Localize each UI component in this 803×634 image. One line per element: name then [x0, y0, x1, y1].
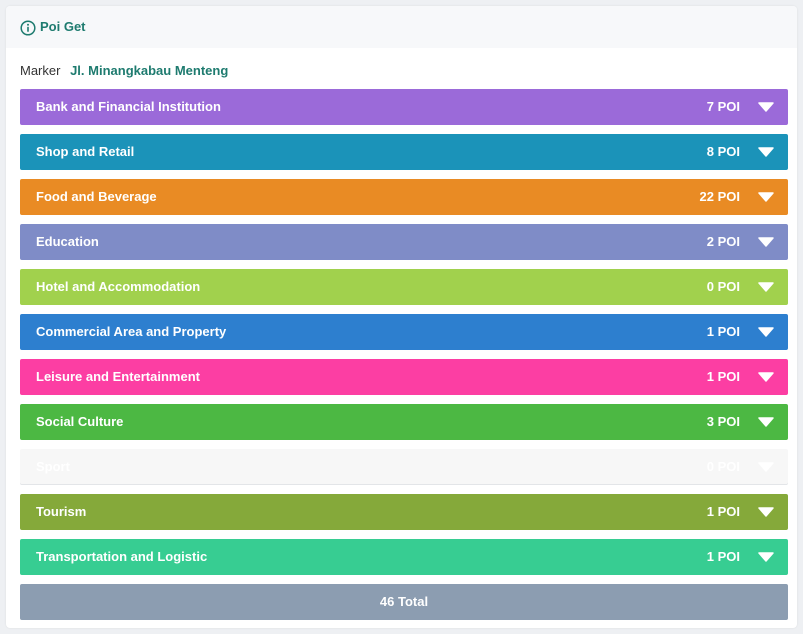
category-name: Hotel and Accommodation	[36, 279, 201, 294]
panel-title: Poi Get	[40, 19, 86, 34]
category-name: Commercial Area and Property	[36, 324, 227, 339]
category-name: Sport	[36, 459, 70, 474]
category-name: Social Culture	[36, 414, 124, 429]
category-name: Shop and Retail	[36, 144, 135, 159]
category-row[interactable]: Shop and Retail 8 POI	[20, 134, 788, 170]
chevron-down-icon[interactable]	[758, 506, 774, 518]
chevron-down-icon[interactable]	[758, 281, 774, 293]
chevron-down-icon[interactable]	[758, 191, 774, 203]
marker-label: Marker	[20, 63, 61, 78]
category-list: Bank and Financial Institution 7 POI Shop …	[20, 89, 788, 584]
category-row[interactable]: Bank and Financial Institution 7 POI	[20, 89, 788, 125]
poi-panel: Poi Get Marker Jl. Minangkabau Menteng B…	[6, 6, 797, 628]
category-count: 7 POI	[706, 99, 740, 114]
category-name: Transportation and Logistic	[36, 549, 208, 564]
category-name: Leisure and Entertainment	[36, 369, 200, 384]
category-count: 1 POI	[706, 324, 740, 339]
category-count: 22 POI	[699, 189, 740, 204]
chevron-down-icon[interactable]	[758, 326, 774, 338]
panel-header: Poi Get	[6, 6, 797, 48]
category-row[interactable]: Transportation and Logistic 1 POI	[20, 539, 788, 575]
category-row[interactable]: Sport 0 POI	[20, 449, 788, 485]
category-row[interactable]: Tourism 1 POI	[20, 494, 788, 530]
info-circle-icon	[20, 20, 36, 36]
category-row[interactable]: Education 2 POI	[20, 224, 788, 260]
category-name: Tourism	[36, 504, 87, 519]
category-name: Bank and Financial Institution	[36, 99, 221, 114]
category-name: Food and Beverage	[36, 189, 157, 204]
chevron-down-icon[interactable]	[758, 416, 774, 428]
total-label: 46 Total	[379, 594, 429, 609]
category-count: 1 POI	[706, 549, 740, 564]
marker-info: Marker Jl. Minangkabau Menteng	[20, 63, 228, 79]
category-count: 3 POI	[706, 414, 740, 429]
category-count: 2 POI	[706, 234, 740, 249]
category-row[interactable]: Social Culture 3 POI	[20, 404, 788, 440]
category-count: 8 POI	[706, 144, 740, 159]
category-count: 0 POI	[706, 459, 740, 474]
chevron-down-icon[interactable]	[758, 461, 774, 473]
category-row[interactable]: Food and Beverage 22 POI	[20, 179, 788, 215]
chevron-down-icon[interactable]	[758, 101, 774, 113]
category-row[interactable]: Hotel and Accommodation 0 POI	[20, 269, 788, 305]
chevron-down-icon[interactable]	[758, 371, 774, 383]
category-name: Education	[36, 234, 99, 249]
marker-address: Jl. Minangkabau Menteng	[70, 63, 229, 78]
category-count: 0 POI	[706, 279, 740, 294]
category-row[interactable]: Leisure and Entertainment 1 POI	[20, 359, 788, 395]
category-count: 1 POI	[706, 369, 740, 384]
chevron-down-icon[interactable]	[758, 236, 774, 248]
chevron-down-icon[interactable]	[758, 146, 774, 158]
category-count: 1 POI	[706, 504, 740, 519]
category-row[interactable]: Commercial Area and Property 1 POI	[20, 314, 788, 350]
total-bar: 46 Total	[20, 584, 788, 620]
chevron-down-icon[interactable]	[758, 551, 774, 563]
